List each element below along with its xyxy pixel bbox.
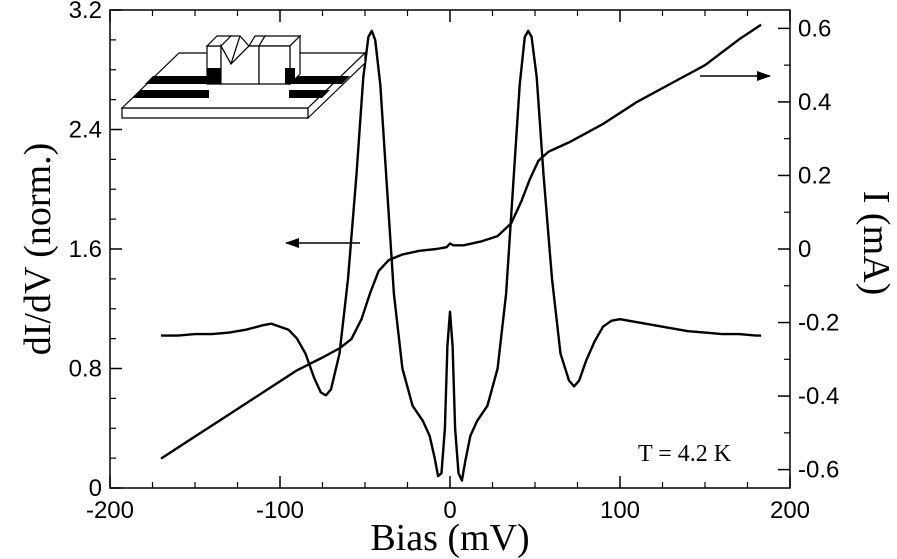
x-tick-label: 100 (600, 497, 640, 524)
y-left-tick-label: 3.2 (69, 0, 102, 24)
labels-layer: -200 -100 0 100 200 0 0.8 1.6 2.4 3.2 -0.6 -0.4 -0.2… (17, 0, 897, 559)
y-left-tick-label: 0.8 (69, 356, 102, 383)
x-tick-label: 0 (443, 497, 456, 524)
y-right-axis-title: I (mA) (855, 191, 897, 295)
y-right-tick-label: -0.4 (798, 383, 839, 410)
y-right-tick-label: -0.6 (798, 457, 839, 484)
x-tick-label: -100 (256, 497, 304, 524)
junction-schematic (120, 34, 367, 120)
y-left-axis-title: dI/dV (norm.) (17, 143, 59, 356)
y-right-tick-label: -0.2 (798, 310, 839, 337)
temperature-annotation: T = 4.2 K (638, 441, 732, 467)
y-right-tick-label: 0.6 (798, 15, 831, 42)
y-right-tick-label: 0.4 (798, 89, 831, 116)
current-curve (160, 23, 762, 460)
y-right-tick-label: 0.2 (798, 162, 831, 189)
y-left-tick-label: 2.4 (69, 117, 102, 144)
y-left-tick-label: 0 (89, 475, 102, 502)
x-tick-label: 200 (770, 497, 810, 524)
curves-layer (160, 23, 762, 482)
x-axis-title: Bias (mV) (370, 517, 529, 559)
y-right-tick-label: 0 (798, 236, 811, 263)
y-left-tick-label: 1.6 (69, 236, 102, 263)
plot-frame (109, 9, 791, 489)
x-tick-label: -200 (86, 497, 134, 524)
conductance-curve (161, 29, 762, 482)
